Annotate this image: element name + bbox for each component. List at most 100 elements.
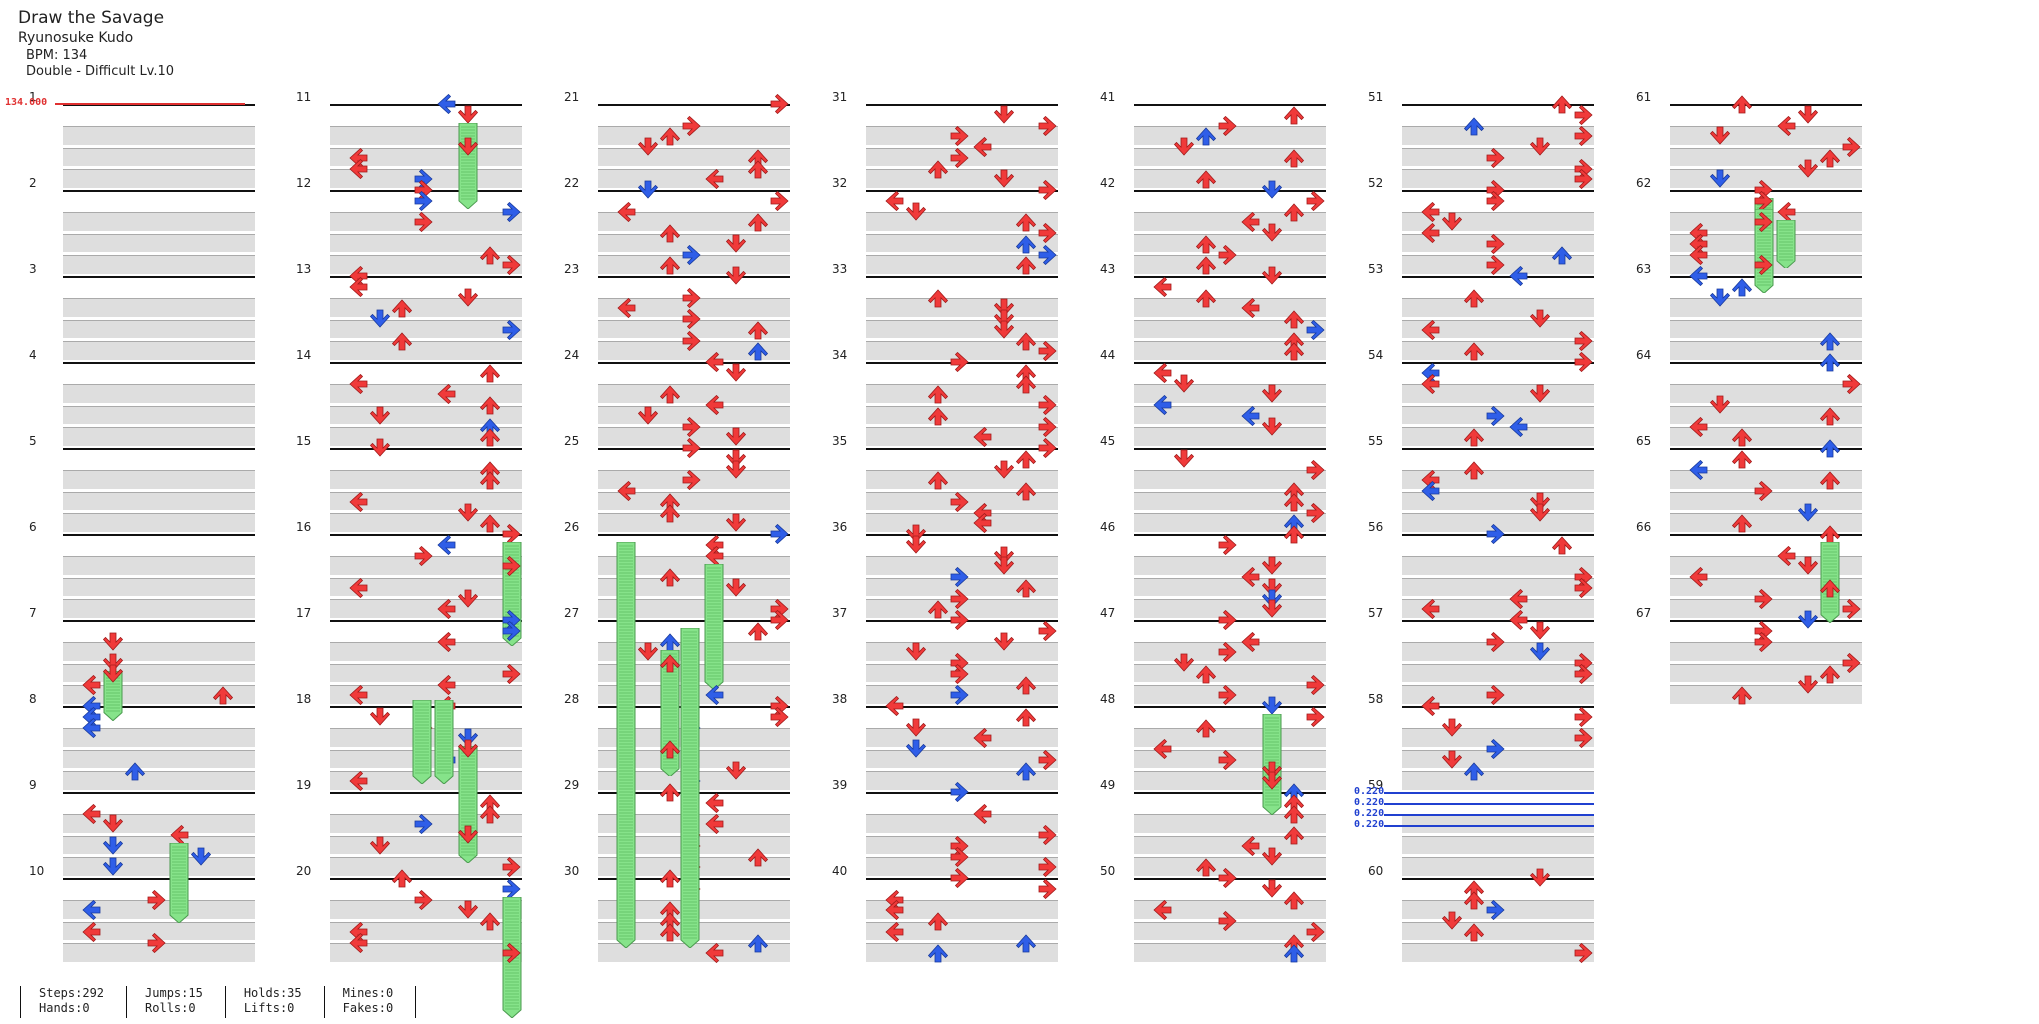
beat-band <box>866 921 1058 940</box>
speed-change-value: 0.220 <box>1354 808 1385 819</box>
arrow-icon <box>1016 579 1036 598</box>
beat-band <box>1670 577 1862 596</box>
arrow-icon <box>950 491 969 512</box>
arrow-icon <box>1689 244 1708 265</box>
arrow-icon <box>994 298 1014 317</box>
beat-band <box>1402 921 1594 940</box>
beat-band <box>598 384 790 403</box>
beat-band <box>1670 147 1862 166</box>
beat-band <box>866 900 1058 919</box>
arrow-icon <box>414 190 433 211</box>
arrow-icon <box>994 556 1014 575</box>
speed-change-line <box>1384 803 1594 805</box>
arrow-icon <box>502 663 521 684</box>
arrow-icon <box>1038 244 1057 265</box>
beat-band <box>63 857 255 876</box>
beat-band <box>63 577 255 596</box>
beat-band <box>1134 900 1326 919</box>
arrow-icon <box>1464 116 1484 135</box>
arrow-icon <box>660 783 680 802</box>
arrow-icon <box>1486 739 1505 759</box>
measure-number: 63 <box>1636 262 1652 276</box>
arrow-icon <box>458 739 478 758</box>
arrow-icon <box>705 792 724 813</box>
arrow-icon <box>1798 159 1818 178</box>
arrow-icon <box>1820 353 1840 372</box>
arrow-icon <box>1732 278 1752 297</box>
arrow-icon <box>1732 686 1752 705</box>
arrow-icon <box>660 654 680 673</box>
arrow-icon <box>1016 450 1036 469</box>
beat-band <box>1134 427 1326 446</box>
measure-number: 26 <box>564 520 580 534</box>
arrow-icon <box>480 804 500 823</box>
stat-group-holds: Holds:35 Lifts:0 <box>224 986 324 1018</box>
arrow-icon <box>1777 545 1796 566</box>
arrow-icon <box>1486 631 1505 652</box>
beat-band <box>1670 513 1862 532</box>
beat-band <box>866 255 1058 274</box>
measure-line <box>1134 534 1326 536</box>
measure-line <box>866 190 1058 192</box>
hold-icon <box>434 700 454 784</box>
beat-band <box>1402 663 1594 682</box>
arrow-icon <box>1777 201 1796 222</box>
arrow-icon <box>458 825 478 844</box>
arrow-icon <box>682 330 701 351</box>
measure-number: 14 <box>296 348 312 362</box>
measure-number: 45 <box>1100 434 1116 448</box>
arrow-icon <box>726 363 746 382</box>
arrow-icon <box>1421 201 1440 222</box>
arrow-icon <box>1016 364 1036 383</box>
measure-line <box>1402 620 1594 622</box>
arrow-icon <box>994 632 1014 651</box>
beat-band <box>866 814 1058 833</box>
arrow-icon <box>349 771 368 792</box>
arrow-icon <box>1016 374 1036 393</box>
beat-band <box>1402 599 1594 618</box>
arrow-icon <box>682 309 701 329</box>
arrow-icon <box>928 600 948 619</box>
arrow-icon <box>1284 342 1304 361</box>
arrow-icon <box>1241 405 1260 426</box>
arrow-icon <box>682 287 701 308</box>
measure-line <box>1134 362 1326 364</box>
arrow-icon <box>994 320 1014 339</box>
beat-band <box>1670 427 1862 446</box>
speed-change-line <box>1384 814 1594 816</box>
beat-band <box>330 857 522 876</box>
arrow-icon <box>458 137 478 156</box>
arrow-icon <box>726 266 746 285</box>
beat-band <box>330 491 522 510</box>
arrow-icon <box>349 685 368 706</box>
measure-number: 20 <box>296 864 312 878</box>
arrow-icon <box>1196 256 1216 275</box>
arrow-icon <box>1486 147 1505 168</box>
beat-band <box>1134 814 1326 833</box>
arrow-icon <box>480 514 500 533</box>
arrow-icon <box>1574 943 1593 964</box>
arrow-icon <box>1820 149 1840 168</box>
arrow-icon <box>1306 706 1325 727</box>
arrow-icon <box>726 513 746 532</box>
beat-band <box>866 384 1058 403</box>
arrow-icon <box>1262 266 1282 285</box>
arrow-icon <box>1038 341 1057 362</box>
beat-band <box>63 341 255 360</box>
arrow-icon <box>1820 439 1840 458</box>
arrow-icon <box>1196 288 1216 307</box>
arrow-icon <box>1842 653 1861 673</box>
measure-number: 61 <box>1636 90 1652 104</box>
arrow-icon <box>1262 223 1282 242</box>
speed-change-value: 0.220 <box>1354 786 1385 797</box>
measure-number: 1 <box>29 90 37 104</box>
beat-band <box>1134 341 1326 360</box>
arrow-icon <box>1820 471 1840 490</box>
arrow-icon <box>103 836 123 855</box>
arrow-icon <box>885 696 904 716</box>
measure-line <box>598 534 790 536</box>
beat-band <box>330 921 522 940</box>
arrow-icon <box>1530 642 1550 661</box>
arrow-icon <box>437 94 456 114</box>
arrow-icon <box>928 288 948 307</box>
